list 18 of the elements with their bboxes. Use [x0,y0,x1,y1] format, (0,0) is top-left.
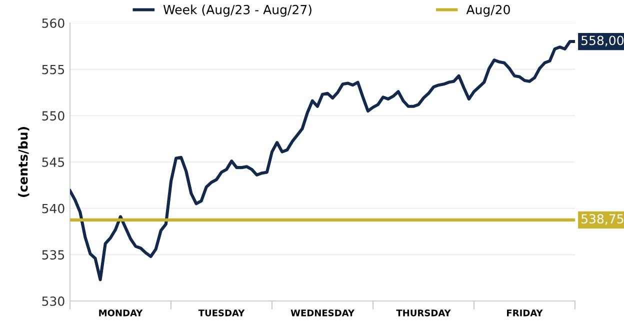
y-tick-label: 560 [42,18,64,28]
y-tick-label: 545 [42,158,64,167]
x-tick-label: WEDNESDAY [290,309,355,316]
data-label: 538,75 [582,214,624,225]
x-tick-label: THURSDAY [396,309,451,316]
legend-label: Week (Aug/23 - Aug/27) [163,4,312,17]
y-tick-label: 555 [42,64,64,74]
y-tick-label: 530 [42,296,64,306]
line-series [70,40,575,282]
x-tick-label: FRIDAY [507,310,543,316]
x-tick-label: TUESDAY [198,309,245,316]
y-tick-label: 540 [42,204,64,214]
y-tick-label: 535 [42,250,64,260]
x-tick-label: MONDAY [99,309,143,316]
legend-label: Aug/20 [466,4,510,17]
y-tick-label: 550 [42,111,64,121]
data-label: 558,00 [582,36,624,46]
y-axis-title: (cents/bu) [18,127,30,197]
